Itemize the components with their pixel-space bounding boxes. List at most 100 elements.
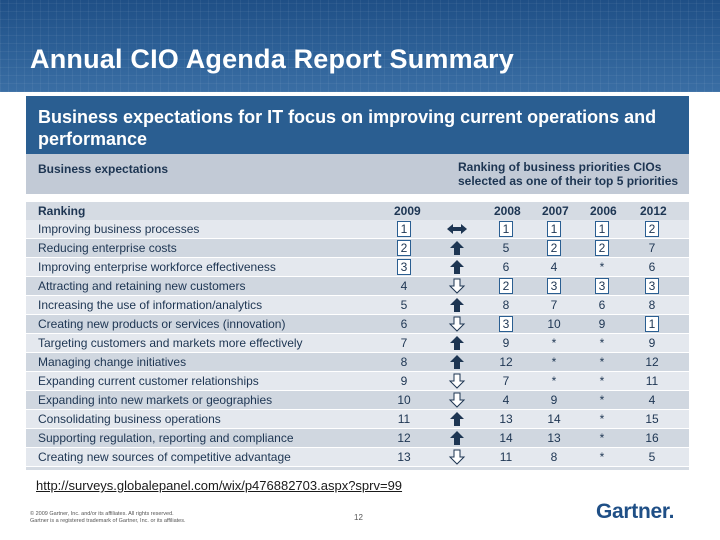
arrow-up-icon: [446, 354, 468, 370]
rank-2006: 3: [595, 278, 609, 294]
rank-2009: 10: [397, 393, 411, 407]
row-label: Expanding current customer relationships: [38, 374, 259, 388]
arrow-up-icon: [446, 335, 468, 351]
rank-2006: *: [599, 450, 605, 464]
rank-2007: *: [551, 355, 557, 369]
rank-2006: *: [599, 336, 605, 350]
rank-2008: 14: [499, 431, 513, 445]
table-row: Targeting customers and markets more eff…: [26, 334, 689, 353]
rank-2012: 2: [645, 221, 659, 237]
arrow-down-icon: [446, 278, 468, 294]
ranking-heading: Ranking of business priorities CIOs sele…: [458, 160, 679, 188]
rank-2008: 4: [502, 393, 510, 407]
business-expectations-heading: Business expectations: [38, 162, 169, 176]
table-row: Supporting regulation, reporting and com…: [26, 429, 689, 448]
gartner-logo: Gartner.: [596, 500, 675, 523]
rank-2012: 9: [648, 336, 656, 350]
arrow-up-icon: [446, 240, 468, 256]
table-row: Consolidating business operations 11 13 14 *…: [26, 410, 689, 429]
row-label: Expanding into new markets or geographie…: [38, 393, 273, 407]
table-row: Increasing the use of information/analyt…: [26, 296, 689, 315]
row-label: Supporting regulation, reporting and com…: [38, 431, 294, 445]
rank-2012: 3: [645, 278, 659, 294]
rank-2007: 2: [547, 240, 561, 256]
rank-2009: 1: [397, 221, 411, 237]
rank-2008: 9: [502, 336, 510, 350]
arrow-down-icon: [446, 316, 468, 332]
row-label: Creating new sources of competitive adva…: [38, 450, 291, 464]
rank-2008: 11: [499, 450, 513, 464]
rank-2007: 8: [550, 450, 558, 464]
rank-2012: 12: [645, 355, 659, 369]
rank-2008: 8: [502, 298, 510, 312]
rank-2009: 4: [400, 279, 408, 293]
rank-2006: *: [599, 393, 605, 407]
rank-2009: 5: [400, 298, 408, 312]
copyright-line-1: © 2009 Gartner, Inc. and/or its affiliat…: [30, 511, 174, 517]
rank-2006: 6: [598, 298, 606, 312]
table-row: Expanding current customer relationships…: [26, 372, 689, 391]
rank-2008: 3: [499, 316, 513, 332]
table-row: Improving enterprise workforce effective…: [26, 258, 689, 277]
rank-2006: 2: [595, 240, 609, 256]
rank-2008: 13: [499, 412, 513, 426]
slide-title: Annual CIO Agenda Report Summary: [30, 44, 514, 74]
col-2008-header: 2008: [494, 204, 521, 218]
table-row: Expanding into new markets or geographie…: [26, 391, 689, 410]
rank-2012: 8: [648, 298, 656, 312]
rank-2008: 2: [499, 278, 513, 294]
arrow-up-icon: [446, 297, 468, 313]
row-label: Increasing the use of information/analyt…: [38, 298, 263, 312]
copyright-notice: © 2009 Gartner, Inc. and/or its affiliat…: [30, 511, 230, 525]
arrow-both-icon: [446, 221, 468, 237]
rank-2012: 16: [645, 431, 659, 445]
rank-2009: 11: [397, 412, 411, 426]
rank-2007: 7: [550, 298, 558, 312]
rank-2008: 12: [499, 355, 513, 369]
arrow-down-icon: [446, 449, 468, 465]
rank-2009: 12: [397, 431, 411, 445]
rank-2012: 7: [648, 241, 656, 255]
arrow-up-icon: [446, 411, 468, 427]
table-row: Improving business processes 1 1 1 1 2: [26, 220, 689, 239]
rank-2008: 7: [502, 374, 510, 388]
rank-2006: *: [599, 260, 605, 274]
rank-2008: 6: [502, 260, 510, 274]
ranking-column-header: Ranking: [38, 204, 86, 218]
rank-2012: 15: [645, 412, 659, 426]
rank-2006: *: [599, 431, 605, 445]
rank-2007: 9: [550, 393, 558, 407]
table-subheader: Business expectations Ranking of busines…: [26, 154, 689, 194]
rank-2007: *: [551, 336, 557, 350]
rank-2006: 9: [598, 317, 606, 331]
rank-2009: 6: [400, 317, 408, 331]
row-label: Creating new products or services (innov…: [38, 317, 286, 331]
table-row: Attracting and retaining new customers 4 2…: [26, 277, 689, 296]
row-label: Consolidating business operations: [38, 412, 221, 426]
rank-2007: 14: [547, 412, 561, 426]
rank-2006: *: [599, 355, 605, 369]
rank-2006: *: [599, 374, 605, 388]
table-row: Creating new products or services (innov…: [26, 315, 689, 334]
rank-2012: 6: [648, 260, 656, 274]
rank-2009: 9: [400, 374, 408, 388]
table-row: Reducing enterprise costs 2 5 2 2 7: [26, 239, 689, 258]
rank-2009: 2: [397, 240, 411, 256]
row-label: Managing change initiatives: [38, 355, 187, 369]
rank-2008: 1: [499, 221, 513, 237]
col-2006-header: 2006: [590, 204, 617, 218]
col-2012-header: 2012: [640, 204, 667, 218]
row-label: Targeting customers and markets more eff…: [38, 336, 303, 350]
rank-2007: 13: [547, 431, 561, 445]
survey-link[interactable]: http://surveys.globalepanel.com/wix/p476…: [36, 478, 403, 493]
arrow-down-icon: [446, 392, 468, 408]
rank-2012: 4: [648, 393, 656, 407]
rank-2008: 5: [502, 241, 510, 255]
col-2009-header: 2009: [394, 204, 421, 218]
rank-2007: 10: [547, 317, 561, 331]
rank-2006: *: [599, 412, 605, 426]
table-row: Creating new sources of competitive adva…: [26, 448, 689, 467]
table-row: Managing change initiatives 8 12 * * 12: [26, 353, 689, 372]
rank-2007: 1: [547, 221, 561, 237]
page-number: 12: [354, 513, 363, 522]
